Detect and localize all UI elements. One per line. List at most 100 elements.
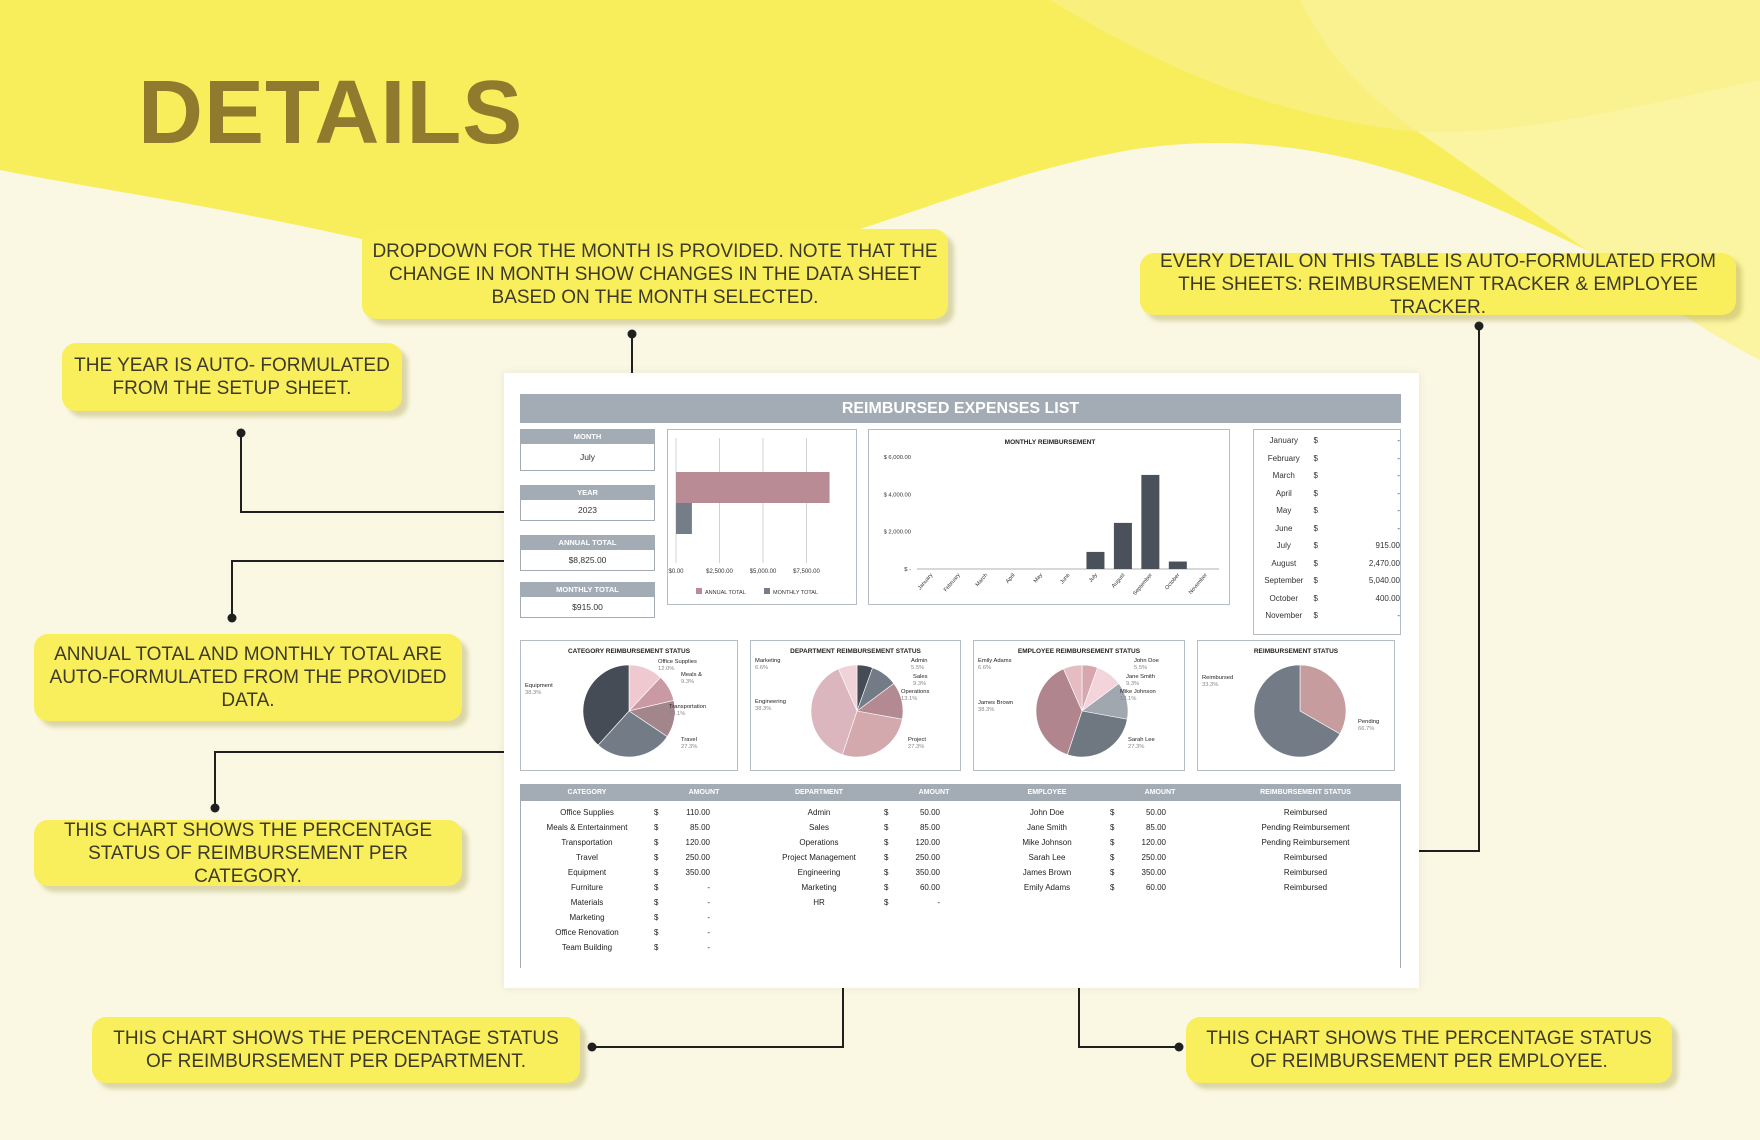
pie-label: Pending 66.7% <box>1358 719 1379 733</box>
table-header: CATEGORY AMOUNT DEPARTMENT AMOUNT EMPLOY… <box>520 784 1401 801</box>
pie-label: Travel 27.3% <box>681 737 697 751</box>
pie-label-pct: 33.3% <box>1202 682 1219 688</box>
bar-july <box>1086 551 1105 569</box>
monthly-table-row: September $5,040.00 <box>1254 572 1400 590</box>
employee-amount: 85.00 <box>1145 823 1166 832</box>
callout-dropdown: Dropdown for the month is provided. Note… <box>362 229 948 319</box>
currency: $ <box>1313 558 1318 568</box>
pie-label-name: Admin <box>911 658 928 664</box>
reimbursement-status: Reimbursed <box>1283 808 1328 817</box>
month-name: March <box>1272 471 1295 480</box>
pie-title: EMPLOYEE REIMBURSEMENT STATUS <box>1017 648 1141 655</box>
pie-label-name: Pending <box>1358 719 1380 725</box>
header-amount-2: AMOUNT <box>918 789 950 796</box>
x-tick-label: October <box>1164 572 1181 591</box>
month-amount: 400.00 <box>1375 593 1400 603</box>
pie-label-pct: 5.5% <box>911 665 925 671</box>
department-amount: 60.00 <box>919 883 940 892</box>
category-name: Materials <box>570 898 604 907</box>
monthly-table-row: March $ - <box>1254 467 1400 485</box>
pie-label-pct: 6.6% <box>755 665 769 671</box>
month-amount: 5,040.00 <box>1368 576 1400 585</box>
header-category: CATEGORY <box>567 789 607 796</box>
bar-august <box>1113 522 1132 569</box>
table-column: Reimbursed Pending Reimbursement Pending R… <box>1210 805 1401 895</box>
monthly-table-row: November $ - <box>1254 607 1400 625</box>
category-name: Marketing <box>569 913 605 922</box>
legend-label: ANNUAL TOTAL <box>705 590 746 596</box>
employee-amount: 50.00 <box>1145 808 1166 817</box>
pie-chart-wrap: CATEGORY REIMBURSEMENT STATUS Office Supp… <box>521 641 737 772</box>
currency: $ <box>1313 541 1318 550</box>
currency: $ <box>884 898 889 907</box>
pie-label-pct: 9.3% <box>681 679 695 685</box>
pie-label: Admin 5.5% <box>911 658 927 672</box>
department-name: HR <box>813 898 825 907</box>
pie-label-pct: 38.3% <box>755 706 772 712</box>
department-name: Project Management <box>782 853 856 862</box>
category-amount: - <box>707 898 710 907</box>
monthly-total-label: MONTHLY TOTAL <box>521 583 654 597</box>
month-name: June <box>1275 523 1293 533</box>
pie-label-name: Emily Adams <box>978 658 1012 664</box>
pie-label: Project 27.3% <box>908 737 926 751</box>
monthly-reimbursement-chart: MONTHLY REIMBURSEMENT $ - $ 2,000.00 $ 4,00… <box>868 429 1230 605</box>
pie-label-name: Mike Johnson <box>1120 689 1156 695</box>
category-name: Travel <box>576 853 598 862</box>
table-column: 50.00 85.00 120.00 250.00 350.00 60.00 <box>1126 805 1166 895</box>
pie-label-name: John Doe <box>1134 658 1159 664</box>
header-amount-3: AMOUNT <box>1144 789 1176 796</box>
pie-label-pct: 13.1% <box>901 696 918 702</box>
annual-total-field: ANNUAL TOTAL $8,825.00 <box>520 535 655 571</box>
month-amount: - <box>1397 453 1400 463</box>
legend-swatch <box>764 588 770 594</box>
table-column: $ $ $ $ $ $ $ <box>884 805 900 910</box>
currency: $ <box>654 928 659 937</box>
month-amount: - <box>1397 611 1400 620</box>
bar-monthly-total <box>676 503 692 534</box>
month-name: April <box>1275 488 1292 498</box>
currency: $ <box>1313 436 1318 445</box>
callout-department-chart: This chart shows the percentage status o… <box>92 1017 580 1083</box>
month-label: MONTH <box>521 430 654 444</box>
legend-swatch <box>696 588 702 594</box>
table-column: John Doe Jane Smith Mike Johnson Sarah Lee J… <box>984 805 1110 895</box>
pie-slice-james-brown <box>1035 668 1083 755</box>
pie-label: Operations 13.1% <box>901 689 929 703</box>
currency: $ <box>1110 853 1115 862</box>
currency: $ <box>884 853 889 862</box>
month-amount: - <box>1397 436 1400 445</box>
x-tick-label: November <box>1188 572 1209 595</box>
header-amount-1: AMOUNT <box>688 789 720 796</box>
employee-name: Sarah Lee <box>1028 853 1066 862</box>
currency: $ <box>654 913 659 922</box>
currency: $ <box>1313 576 1318 585</box>
monthly-total-value: $915.00 <box>521 597 654 617</box>
department-amount: 350.00 <box>915 868 940 877</box>
pie-slice-equipment <box>582 664 630 746</box>
x-tick-label: September <box>1132 572 1154 597</box>
month-dropdown[interactable]: July <box>521 444 654 470</box>
x-tick-label: March <box>975 572 989 588</box>
pie-chart-wrap: REIMBURSEMENT STATUS Reimbursed 33.3% Pendi… <box>1198 641 1394 772</box>
employee-amount: 350.00 <box>1141 868 1166 877</box>
employee-name: James Brown <box>1022 868 1072 877</box>
page-title: DETAILS <box>138 63 524 163</box>
pie-slice-reimbursed <box>1299 664 1347 735</box>
monthly-table-row: June $ - <box>1254 520 1400 538</box>
currency: $ <box>1110 883 1115 892</box>
currency: $ <box>654 868 659 877</box>
pie-label: Transportation 13.1% <box>669 704 706 718</box>
month-name: October <box>1269 593 1298 603</box>
currency: $ <box>654 838 659 847</box>
pie-label-name: Equipment <box>525 683 553 689</box>
month-field[interactable]: MONTH July <box>520 429 655 471</box>
pie-label-pct: 27.3% <box>908 744 925 750</box>
month-amount: 2,470.00 <box>1368 558 1400 568</box>
department-amount: 85.00 <box>919 823 940 832</box>
category-name: Office Supplies <box>560 808 614 817</box>
pie-label-pct: 9.3% <box>913 681 927 687</box>
currency: $ <box>654 853 659 862</box>
x-tick-label: $0.00 <box>668 569 684 575</box>
month-name: May <box>1276 506 1292 515</box>
